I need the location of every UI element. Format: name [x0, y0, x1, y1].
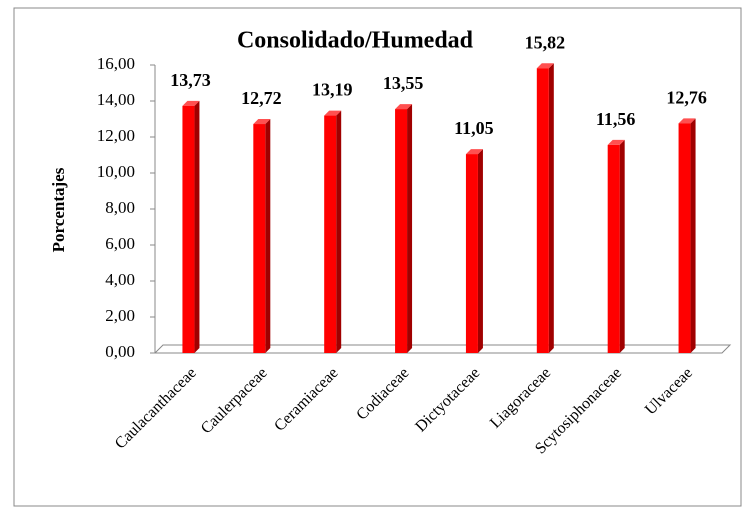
bar-top — [324, 110, 342, 116]
bar-side — [548, 63, 554, 354]
value-label: 13,55 — [383, 73, 424, 93]
bar — [324, 115, 337, 353]
bar-top — [253, 119, 271, 125]
y-tick-label: 6,00 — [105, 234, 135, 253]
chart-title: Consolidado/Humedad — [237, 28, 474, 54]
bar — [678, 123, 691, 353]
y-tick-label: 12,00 — [97, 126, 135, 145]
bar — [607, 144, 620, 353]
value-label: 12,72 — [241, 88, 282, 108]
bar — [395, 109, 408, 353]
bar — [253, 124, 266, 353]
bar-side — [194, 100, 200, 353]
y-tick-label: 8,00 — [105, 198, 135, 217]
value-label: 12,76 — [666, 87, 707, 107]
bar-side — [336, 110, 342, 353]
bar-top — [395, 104, 413, 110]
bar-top — [536, 63, 554, 69]
y-tick-label: 4,00 — [105, 270, 135, 289]
value-label: 11,05 — [454, 118, 494, 138]
value-label: 13,19 — [312, 80, 353, 100]
bar-side — [477, 149, 483, 353]
floor — [153, 344, 732, 354]
bar-top — [607, 139, 625, 145]
bar-side — [619, 139, 625, 353]
value-label: 13,73 — [170, 70, 211, 90]
bar-side — [690, 118, 696, 353]
bar-top — [678, 118, 696, 124]
y-tick-label: 16,00 — [97, 54, 135, 73]
bar-side — [407, 104, 413, 353]
y-axis-title: Porcentajes — [49, 167, 68, 252]
bar — [465, 154, 478, 353]
bar-top — [182, 100, 200, 106]
bar — [182, 105, 195, 353]
bar-side — [265, 119, 271, 353]
bar — [536, 68, 549, 354]
bar-top — [465, 149, 483, 155]
value-label: 15,82 — [525, 32, 566, 52]
y-tick-label: 2,00 — [105, 306, 135, 325]
y-tick-label: 10,00 — [97, 162, 135, 181]
value-label: 11,56 — [596, 109, 636, 129]
y-tick-label: 0,00 — [105, 342, 135, 361]
y-tick-label: 14,00 — [97, 90, 135, 109]
